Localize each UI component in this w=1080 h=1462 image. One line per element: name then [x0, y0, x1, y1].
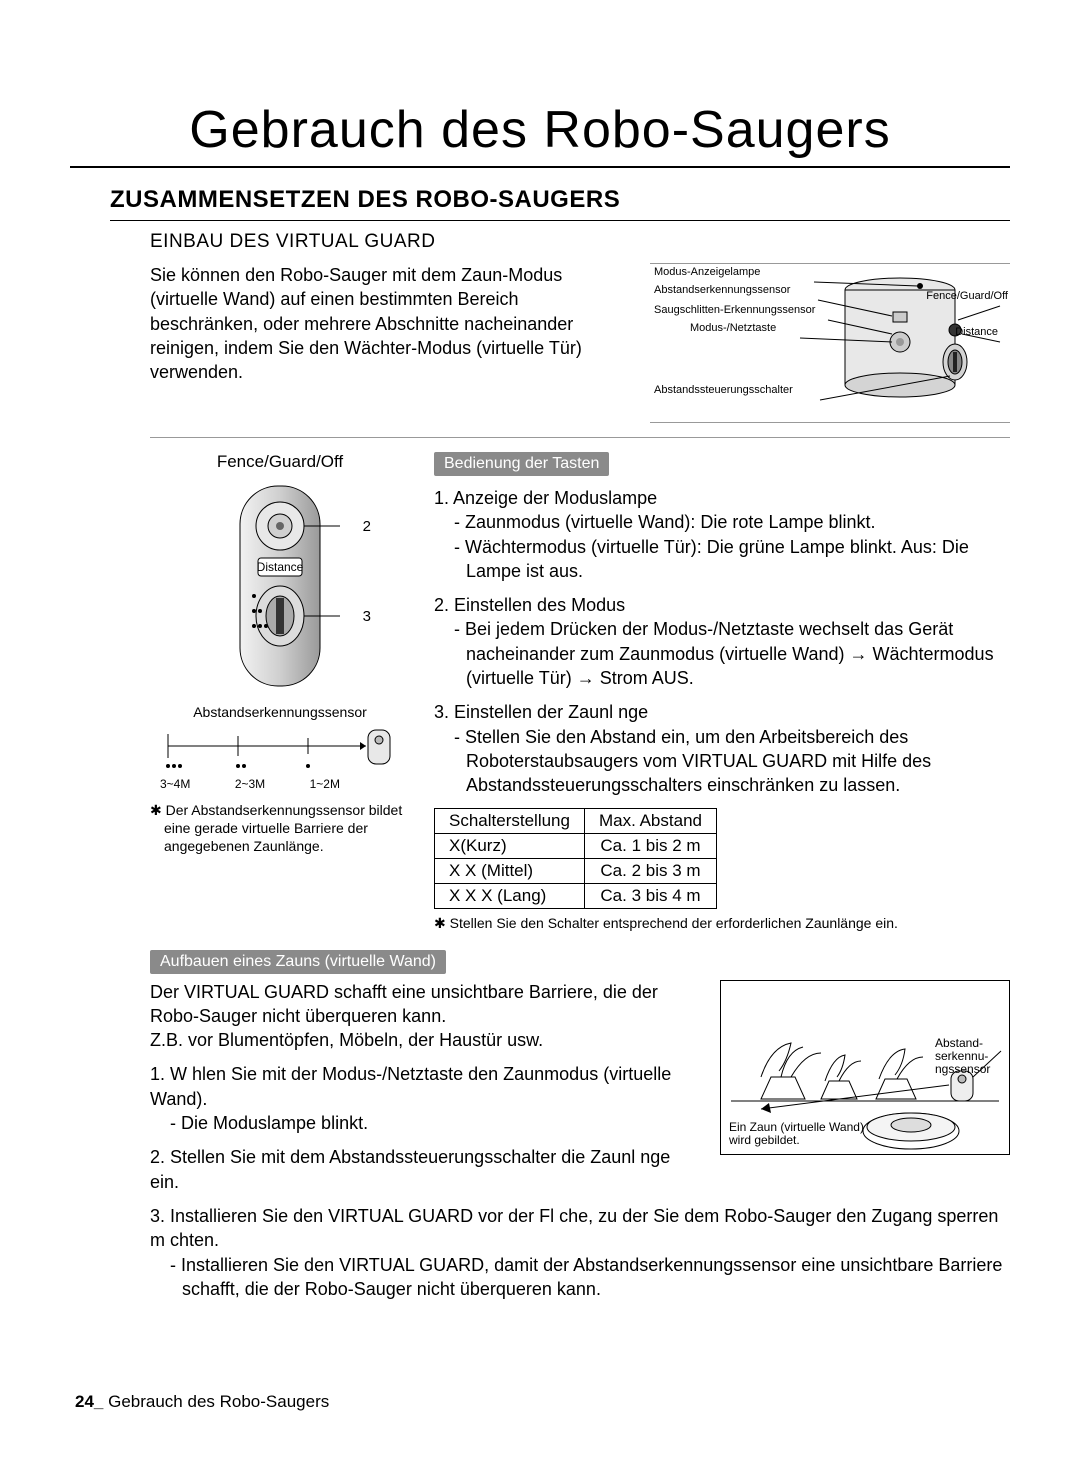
wall-text: Der VIRTUAL GUARD schafft eine unsichtba…	[150, 980, 700, 1194]
wall-p1: Der VIRTUAL GUARD schafft eine unsichtba…	[150, 980, 700, 1029]
vg-label-sensor3: Saugschlitten-Erkennungssensor	[654, 304, 815, 316]
intro-row: Sie können den Robo-Sauger mit dem Zaun-…	[150, 263, 1010, 423]
item2-h: 2. Einstellen des Modus	[434, 593, 1010, 617]
annot-3: 3	[363, 608, 371, 625]
section-heading: ZUSAMMENSETZEN DES ROBO-SAUGERS	[110, 186, 1010, 221]
device-distance-label: Distance	[257, 560, 304, 574]
item1-a: - Zaunmodus (virtuelle Wand): Die rote L…	[454, 510, 1010, 534]
annot-2: 2	[363, 518, 371, 535]
table-row: X(Kurz) Ca. 1 bis 2 m	[435, 833, 717, 858]
sensor-note: Der Abstandserkennungssensor bildet eine…	[150, 801, 410, 856]
footer-text: Gebrauch des Robo-Saugers	[108, 1392, 329, 1411]
distance-table: Schalterstellung Max. Abstand X(Kurz) Ca…	[434, 808, 717, 909]
th-0: Schalterstellung	[435, 808, 585, 833]
sensor-caption: Abstandserkennungssensor	[150, 704, 410, 720]
vg-label-modus: Modus-Anzeigelampe	[654, 266, 760, 278]
subsection-heading: EINBAU DES VIRTUAL GUARD	[150, 231, 1010, 253]
intro-text: Sie können den Robo-Sauger mit dem Zaun-…	[150, 263, 630, 384]
manual-page: Gebrauch des Robo-Saugers ZUSAMMENSETZEN…	[0, 0, 1080, 1462]
scene-illustration: Abstand-serkennu-ngssensor Ein Zaun (vir…	[720, 980, 1010, 1155]
footer-num: 24_	[75, 1392, 103, 1411]
vg-label-fgo: Fence/Guard/Off	[926, 290, 1008, 302]
mid-right: Bedienung der Tasten 1. Anzeige der Modu…	[434, 452, 1010, 932]
wall-section: Aufbauen eines Zauns (virtuelle Wand) De…	[150, 950, 1010, 1302]
range-2: 1~2M	[310, 777, 340, 791]
range-0: 3~4M	[160, 777, 190, 791]
mid-columns: Fence/Guard/Off Distance	[150, 452, 1010, 932]
virtual-guard-diagram: Modus-Anzeigelampe Abstandserkennungssen…	[650, 263, 1010, 423]
item1-h: 1. Anzeige der Moduslampe	[434, 486, 1010, 510]
wall-s1: 1. W hlen Sie mit der Modus-/Netztaste d…	[150, 1062, 700, 1111]
scene-label-left: Ein Zaun (virtuelle Wand) wird gebildet.	[729, 1121, 869, 1147]
range-labels: 3~4M 2~3M 1~2M	[160, 777, 340, 791]
vg-label-distance: Distance	[955, 326, 998, 338]
divider	[150, 437, 1010, 438]
range-1: 2~3M	[235, 777, 265, 791]
item3-h: 3. Einstellen der Zaunl nge	[434, 700, 1010, 724]
item3-a: - Stellen Sie den Abstand ein, um den Ar…	[454, 725, 1010, 798]
wall-s3a: - Installieren Sie den VIRTUAL GUARD, da…	[170, 1253, 1010, 1302]
table-row: X X (Mittel) Ca. 2 bis 3 m	[435, 858, 717, 883]
device-caption: Fence/Guard/Off	[150, 452, 410, 472]
wall-s1a: - Die Moduslampe blinkt.	[170, 1111, 700, 1135]
page-footer: 24_ Gebrauch des Robo-Saugers	[75, 1392, 329, 1412]
wall-s2: 2. Stellen Sie mit dem Abstandssteuerung…	[150, 1145, 700, 1194]
item2-a: - Bei jedem Drücken der Modus-/Netztaste…	[454, 617, 1010, 690]
table-note: Stellen Sie den Schalter entsprechend de…	[434, 915, 1010, 932]
vg-label-netz: Modus-/Netztaste	[690, 322, 776, 334]
mid-left: Fence/Guard/Off Distance	[150, 452, 410, 932]
wall-p2: Z.B. vor Blumentöpfen, Möbeln, der Haust…	[150, 1028, 700, 1052]
vg-label-sensor: Abstandserkennungssensor	[654, 284, 790, 296]
scene-label-right: Abstand-serkennu-ngssensor	[935, 1037, 1005, 1077]
pill-buttons: Bedienung der Tasten	[434, 452, 609, 476]
page-title: Gebrauch des Robo-Saugers	[70, 100, 1010, 168]
wall-s3: 3. Installieren Sie den VIRTUAL GUARD vo…	[150, 1204, 1010, 1253]
pill-wall: Aufbauen eines Zauns (virtuelle Wand)	[150, 950, 446, 974]
th-1: Max. Abstand	[584, 808, 716, 833]
vg-label-schalter: Abstandssteuerungsschalter	[654, 384, 793, 396]
device-illustration: Distance 2 3	[195, 476, 365, 696]
item1-b: - Wächtermodus (virtuelle Tür): Die grün…	[454, 535, 1010, 584]
table-row: X X X (Lang) Ca. 3 bis 4 m	[435, 883, 717, 908]
range-diagram: 3~4M 2~3M 1~2M	[160, 724, 400, 791]
